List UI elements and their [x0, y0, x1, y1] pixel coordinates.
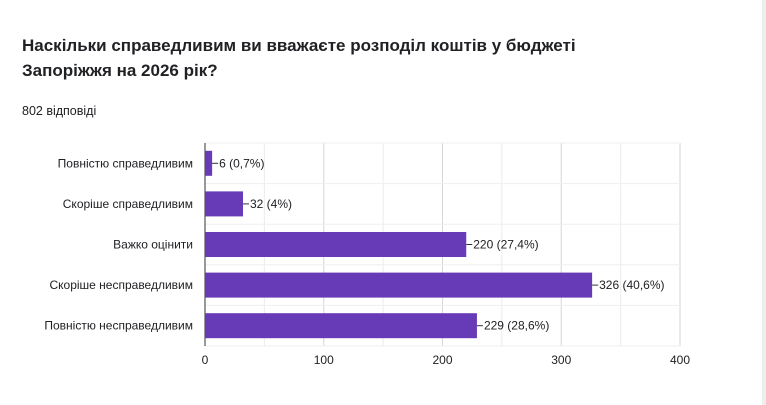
category-label: Скоріше справедливим — [63, 197, 193, 211]
x-tick-label: 100 — [314, 353, 334, 367]
bar-3 — [205, 232, 467, 257]
x-axis-ticks: 0 100 200 300 400 — [202, 353, 691, 367]
category-labels: Повністю справедливим Скоріше справедливи… — [44, 156, 193, 332]
x-tick-label: 200 — [432, 353, 452, 367]
data-label: 220 (27,4%) — [473, 238, 538, 252]
bar-1 — [205, 150, 213, 176]
category-label: Повністю несправедливим — [44, 319, 193, 333]
question-title: Наскільки справедливим ви вважаєте розпо… — [22, 36, 576, 80]
category-label: Важко оцінити — [113, 238, 193, 252]
x-tick-label: 0 — [202, 353, 209, 367]
category-label: Скоріше несправедливим — [49, 278, 193, 292]
data-label: 32 (4%) — [250, 197, 292, 211]
bars — [205, 150, 593, 339]
grid-lines — [204, 142, 681, 347]
category-label: Повністю справедливим — [58, 156, 193, 170]
response-count: 802 відповіді — [22, 104, 97, 118]
data-label: 229 (28,6%) — [484, 319, 549, 333]
bar-5 — [205, 313, 477, 339]
bar-4 — [205, 272, 593, 298]
x-tick-label: 400 — [670, 353, 690, 367]
data-label: 326 (40,6%) — [599, 278, 664, 292]
data-label: 6 (0,7%) — [219, 156, 264, 170]
x-tick-label: 300 — [551, 353, 571, 367]
data-labels: 6 (0,7%) 32 (4%) 220 (27,4%) 326 (40,6%) 229… — [212, 156, 665, 333]
bar-2 — [205, 191, 243, 217]
scroll-edge — [762, 0, 766, 405]
